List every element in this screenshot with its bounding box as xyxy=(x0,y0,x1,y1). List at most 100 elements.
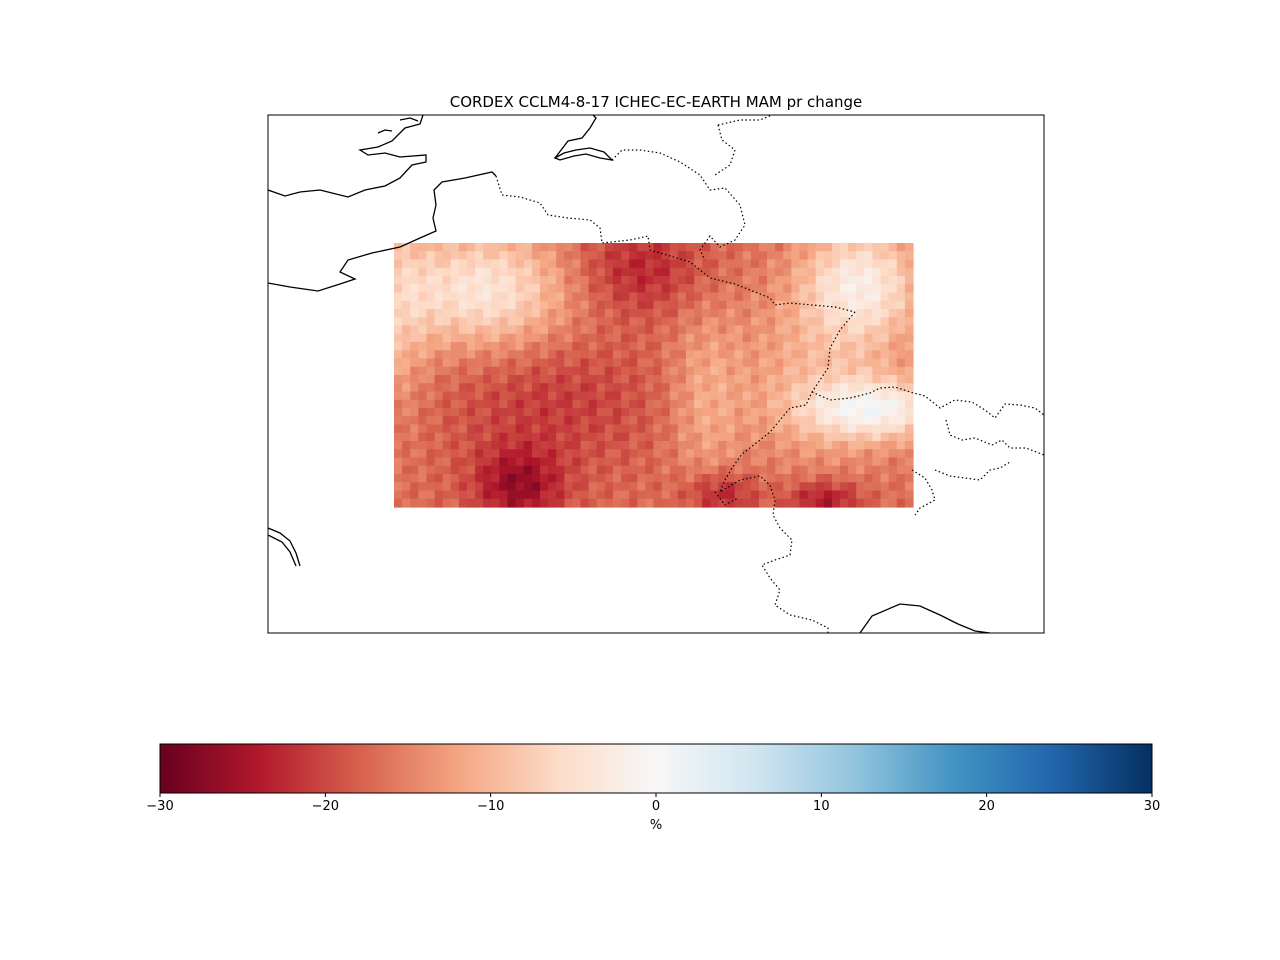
field-cell xyxy=(588,276,598,285)
field-cell xyxy=(791,383,801,393)
field-cell xyxy=(402,259,411,269)
field-cell xyxy=(888,243,898,252)
field-cell xyxy=(458,309,468,318)
field-cell xyxy=(677,243,687,252)
field-cell xyxy=(856,391,865,401)
field-cell xyxy=(426,457,436,467)
field-cell xyxy=(880,482,890,492)
field-cell xyxy=(507,309,517,318)
field-cell xyxy=(685,251,695,261)
field-cell xyxy=(750,292,760,302)
field-cell xyxy=(880,441,890,450)
field-cell xyxy=(629,325,638,335)
field-cell xyxy=(677,284,687,294)
field-cell xyxy=(831,350,841,360)
field-cell xyxy=(864,259,874,269)
field-cell xyxy=(669,267,679,277)
field-cell xyxy=(596,399,606,409)
field-cell xyxy=(548,391,557,401)
field-cell xyxy=(531,366,541,376)
field-cell xyxy=(434,457,444,467)
field-cell xyxy=(539,358,549,368)
field-cell xyxy=(523,267,533,277)
field-cell xyxy=(807,399,817,409)
field-cell xyxy=(799,408,809,417)
field-cell xyxy=(694,424,703,434)
field-cell xyxy=(823,474,833,483)
field-cell xyxy=(848,465,857,475)
field-cell xyxy=(815,366,825,376)
field-cell xyxy=(410,243,419,252)
field-cell xyxy=(677,441,687,450)
field-cell xyxy=(629,391,638,401)
field-cell xyxy=(872,383,882,393)
field-cell xyxy=(718,243,728,252)
field-cell xyxy=(840,300,849,310)
field-cell xyxy=(491,383,501,393)
field-cell xyxy=(466,490,476,500)
border-andorra-region xyxy=(714,491,739,506)
field-cell xyxy=(475,465,484,475)
field-cell xyxy=(580,449,590,459)
field-cell xyxy=(702,259,711,269)
field-cell xyxy=(718,449,728,459)
field-cell xyxy=(572,383,582,393)
field-cell xyxy=(815,482,825,492)
field-cell xyxy=(491,449,501,459)
field-cell xyxy=(564,482,574,492)
field-cell xyxy=(466,408,476,417)
field-cell xyxy=(823,408,833,417)
field-cell xyxy=(799,309,809,318)
coastline-biscay xyxy=(268,527,301,567)
field-cell xyxy=(726,465,736,475)
field-cell xyxy=(523,375,533,384)
field-cell xyxy=(896,276,906,285)
field-cell xyxy=(864,383,874,393)
field-cell xyxy=(677,465,687,475)
field-cell xyxy=(840,465,849,475)
field-cell xyxy=(823,309,833,318)
field-cell xyxy=(767,490,776,500)
field-cell xyxy=(677,408,687,417)
field-cell xyxy=(394,408,403,417)
field-cell xyxy=(507,333,517,343)
field-cell xyxy=(523,259,533,269)
field-cell xyxy=(572,284,582,294)
field-cell xyxy=(677,416,687,426)
field-cell xyxy=(807,465,817,475)
field-cell xyxy=(791,317,801,327)
field-cell xyxy=(831,267,841,277)
field-cell xyxy=(418,399,428,409)
field-cell xyxy=(475,432,484,442)
field-cell xyxy=(531,490,541,500)
field-cell xyxy=(450,267,460,277)
field-cell xyxy=(564,325,574,335)
field-cell xyxy=(840,424,849,434)
field-cell xyxy=(588,449,598,459)
field-cell xyxy=(791,350,801,360)
field-cell xyxy=(442,416,452,426)
field-cell xyxy=(840,309,849,318)
field-cell xyxy=(645,465,655,475)
field-cell xyxy=(896,432,906,442)
field-cell xyxy=(507,383,517,393)
field-cell xyxy=(564,358,574,368)
field-cell xyxy=(507,490,517,500)
field-cell xyxy=(588,333,598,343)
coastline-netherlands xyxy=(553,147,614,161)
field-cell xyxy=(556,366,565,376)
field-cell xyxy=(515,375,525,384)
field-cell xyxy=(880,449,890,459)
field-cell xyxy=(580,416,590,426)
field-cell xyxy=(637,408,646,417)
field-cell xyxy=(564,366,574,376)
field-cell xyxy=(612,267,622,277)
field-cell xyxy=(677,350,687,360)
field-cell xyxy=(531,441,541,450)
field-cell xyxy=(661,449,671,459)
field-cell xyxy=(669,465,679,475)
field-cell xyxy=(572,399,582,409)
field-cell xyxy=(475,284,484,294)
field-cell xyxy=(507,342,517,351)
field-cell xyxy=(523,358,533,368)
